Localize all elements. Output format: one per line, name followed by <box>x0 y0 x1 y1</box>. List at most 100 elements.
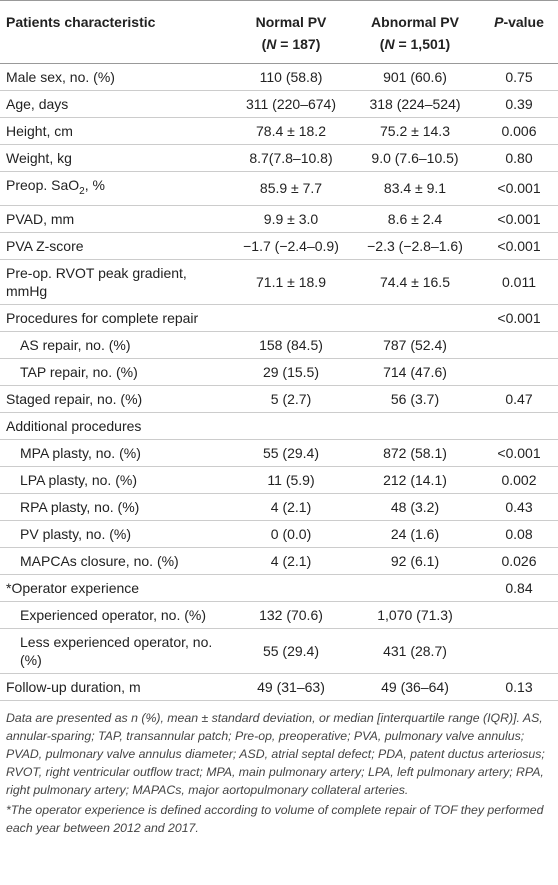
table-row: Staged repair, no. (%) 5 (2.7) 56 (3.7) 0.4… <box>0 385 558 413</box>
table-row: AS repair, no. (%) 158 (84.5) 787 (52.4) <box>0 331 558 359</box>
abnormal-cell: 787 (52.4) <box>350 331 480 359</box>
text-run: ( <box>261 36 267 52</box>
table-row: PV plasty, no. (%) 0 (0.0) 24 (1.6) 0.08 <box>0 520 558 548</box>
row-label: *Operator experience <box>0 574 232 602</box>
text-run: , % <box>84 177 105 193</box>
normal-cell <box>232 412 350 440</box>
p-cell: 0.80 <box>480 144 558 172</box>
row-label: PVA Z-score <box>0 232 232 260</box>
row-label: AS repair, no. (%) <box>0 331 232 359</box>
normal-cell: 71.1 ± 18.9 <box>232 259 350 305</box>
abnormal-cell: 431 (28.7) <box>350 628 480 674</box>
table-row: Less experienced operator, no. (%) 55 (29… <box>0 628 558 674</box>
table-row: Additional procedures <box>0 412 558 440</box>
p-cell: 0.43 <box>480 493 558 521</box>
table-row: LPA plasty, no. (%) 11 (5.9) 212 (14.1) 0.0… <box>0 466 558 494</box>
p-cell: 0.75 <box>480 63 558 91</box>
normal-cell: 11 (5.9) <box>232 466 350 494</box>
row-label: MPA plasty, no. (%) <box>0 439 232 467</box>
normal-cell: 49 (31–63) <box>232 673 350 701</box>
table-row: Weight, kg 8.7(7.8–10.8) 9.0 (7.6–10.5) 0.8… <box>0 144 558 172</box>
row-label: Less experienced operator, no. (%) <box>0 628 232 674</box>
row-label: LPA plasty, no. (%) <box>0 466 232 494</box>
table-row: *Operator experience 0.84 <box>0 574 558 602</box>
normal-cell: 85.9 ± 7.7 <box>232 171 350 206</box>
table: Patients characteristic Normal PV (N = 187… <box>0 0 558 701</box>
table-row: Procedures for complete repair <0.001 <box>0 304 558 332</box>
normal-cell: 9.9 ± 3.0 <box>232 205 350 233</box>
table-row: RPA plasty, no. (%) 4 (2.1) 48 (3.2) 0.43 <box>0 493 558 521</box>
p-cell: 0.84 <box>480 574 558 602</box>
table-row: PVA Z-score −1.7 (−2.4–0.9) −2.3 (−2.8–1.6… <box>0 232 558 260</box>
row-label: Age, days <box>0 90 232 118</box>
abnormal-cell: 49 (36–64) <box>350 673 480 701</box>
normal-cell: 0 (0.0) <box>232 520 350 548</box>
abnormal-cell: 75.2 ± 14.3 <box>350 117 480 145</box>
table-row: MAPCAs closure, no. (%) 4 (2.1) 92 (6.1) 0.… <box>0 547 558 575</box>
p-cell <box>480 628 558 674</box>
footnote: *The operator experience is defined acco… <box>6 802 544 835</box>
row-label: Height, cm <box>0 117 232 145</box>
header-line: P-value <box>486 11 552 33</box>
p-cell: <0.001 <box>480 232 558 260</box>
abnormal-cell: 56 (3.7) <box>350 385 480 413</box>
text-run: P <box>494 14 504 30</box>
text-run: -value <box>503 14 544 30</box>
abnormal-cell: 9.0 (7.6–10.5) <box>350 144 480 172</box>
text-run: N <box>266 36 277 52</box>
header-line: Abnormal PV <box>371 14 459 30</box>
p-cell <box>480 412 558 440</box>
p-cell: 0.011 <box>480 259 558 305</box>
row-label: Staged repair, no. (%) <box>0 385 232 413</box>
footnotes: Data are presented as n (%), mean ± stan… <box>0 701 558 837</box>
abnormal-cell: 714 (47.6) <box>350 358 480 386</box>
row-label: RPA plasty, no. (%) <box>0 493 232 521</box>
p-cell: 0.13 <box>480 673 558 701</box>
abnormal-cell: 318 (224–524) <box>350 90 480 118</box>
row-label: MAPCAs closure, no. (%) <box>0 547 232 575</box>
p-cell: 0.026 <box>480 547 558 575</box>
row-label: PV plasty, no. (%) <box>0 520 232 548</box>
header-cell: Normal PV (N = 187) <box>232 0 350 64</box>
normal-cell: 78.4 ± 18.2 <box>232 117 350 145</box>
abnormal-cell: 1,070 (71.3) <box>350 601 480 629</box>
normal-cell: 55 (29.4) <box>232 628 350 674</box>
table-row: Pre-op. RVOT peak gradient, mmHg 71.1 ± 1… <box>0 259 558 305</box>
normal-cell: 8.7(7.8–10.8) <box>232 144 350 172</box>
p-cell <box>480 601 558 629</box>
p-cell <box>480 358 558 386</box>
row-label: Additional procedures <box>0 412 232 440</box>
row-label: Male sex, no. (%) <box>0 63 232 91</box>
abnormal-cell: 48 (3.2) <box>350 493 480 521</box>
normal-cell: −1.7 (−2.4–0.9) <box>232 232 350 260</box>
row-label: PVAD, mm <box>0 205 232 233</box>
p-cell: 0.39 <box>480 90 558 118</box>
table-row: Follow-up duration, m 49 (31–63) 49 (36–64… <box>0 673 558 701</box>
normal-cell: 132 (70.6) <box>232 601 350 629</box>
normal-cell: 158 (84.5) <box>232 331 350 359</box>
text-run: N <box>384 36 395 52</box>
normal-cell: 55 (29.4) <box>232 439 350 467</box>
normal-cell: 5 (2.7) <box>232 385 350 413</box>
table-row: TAP repair, no. (%) 29 (15.5) 714 (47.6) <box>0 358 558 386</box>
text-run: 2 <box>79 185 85 197</box>
table-row: PVAD, mm 9.9 ± 3.0 8.6 ± 2.4 <0.001 <box>0 205 558 233</box>
row-label: Experienced operator, no. (%) <box>0 601 232 629</box>
p-cell: <0.001 <box>480 439 558 467</box>
table-row: Age, days 311 (220–674) 318 (224–524) 0.39 <box>0 90 558 118</box>
header-line: (N = 187) <box>238 33 344 55</box>
abnormal-cell: 8.6 ± 2.4 <box>350 205 480 233</box>
text-run: ( <box>379 36 385 52</box>
row-label: Preop. SaO2, % <box>0 171 232 206</box>
abnormal-cell: 92 (6.1) <box>350 547 480 575</box>
table-row: Preop. SaO2, % 85.9 ± 7.7 83.4 ± 9.1 <0.001 <box>0 171 558 206</box>
normal-cell: 29 (15.5) <box>232 358 350 386</box>
table-row: Height, cm 78.4 ± 18.2 75.2 ± 14.3 0.006 <box>0 117 558 145</box>
p-cell <box>480 331 558 359</box>
p-cell: 0.47 <box>480 385 558 413</box>
abnormal-cell: 83.4 ± 9.1 <box>350 171 480 206</box>
p-cell: 0.08 <box>480 520 558 548</box>
normal-cell: 110 (58.8) <box>232 63 350 91</box>
table-row: Male sex, no. (%) 110 (58.8) 901 (60.6) 0.7… <box>0 63 558 91</box>
